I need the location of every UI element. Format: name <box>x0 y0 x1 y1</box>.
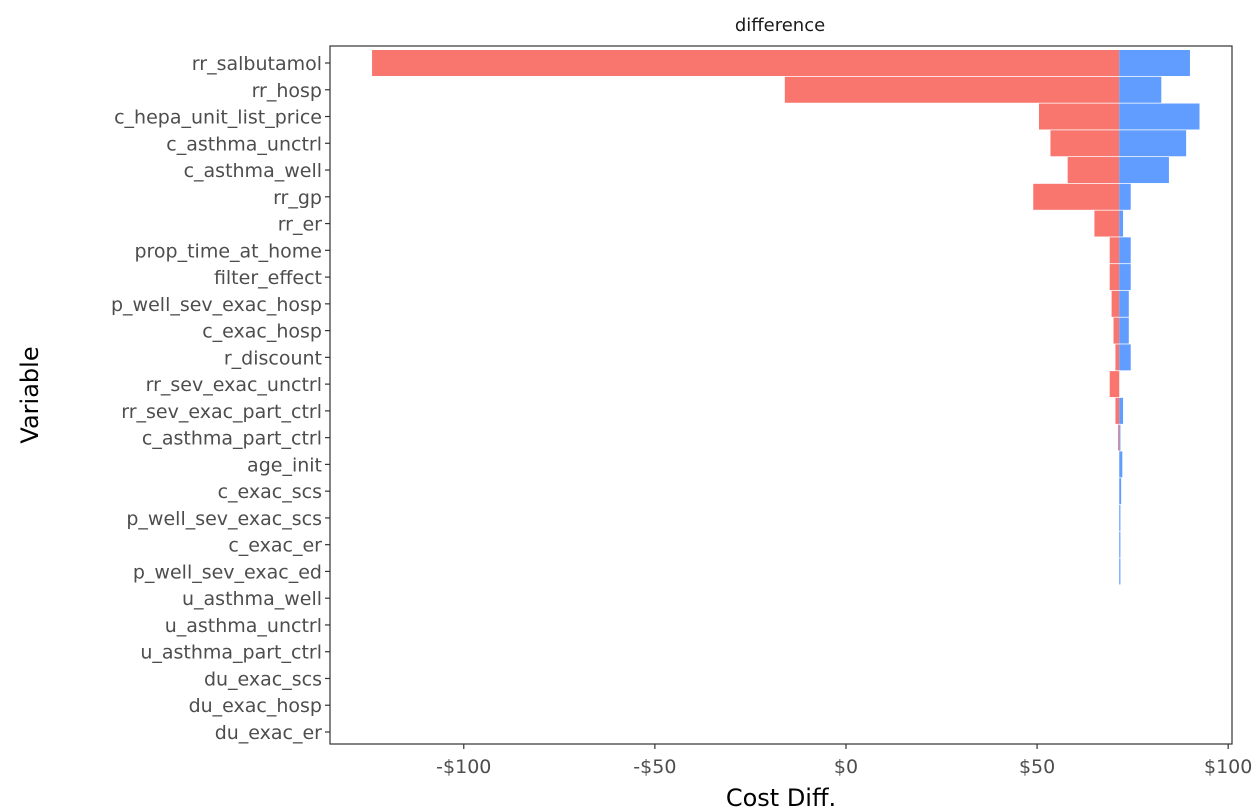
bar-high <box>1119 344 1131 371</box>
y-tick-label: rr_salbutamol <box>192 53 322 75</box>
y-tick-label: u_asthma_unctrl <box>165 615 322 637</box>
y-tick-label: p_well_sev_exac_scs <box>126 508 322 530</box>
bar-high <box>1119 397 1124 424</box>
y-tick-label: rr_er <box>278 214 322 236</box>
bar-high <box>1119 50 1190 76</box>
bar-low <box>1109 371 1120 398</box>
y-tick-label: p_well_sev_exac_hosp <box>111 294 322 316</box>
y-tick-label: c_exac_hosp <box>202 321 322 343</box>
x-tick-label: $100 <box>1204 756 1252 778</box>
bar-high <box>1119 103 1200 130</box>
bar-low <box>1038 103 1120 130</box>
y-tick-label: prop_time_at_home <box>134 240 322 262</box>
bar-low <box>1111 290 1120 317</box>
bar-high <box>1119 183 1131 210</box>
bar-low <box>1115 397 1120 424</box>
panel-border <box>329 45 1233 745</box>
y-tick-label: rr_sev_exac_unctrl <box>146 374 322 396</box>
x-tick-label: -$50 <box>633 756 676 778</box>
bars-layer <box>372 50 1200 585</box>
x-tick-label: $0 <box>834 756 858 778</box>
y-tick-label: c_asthma_part_ctrl <box>142 428 322 450</box>
bar-high <box>1119 76 1162 103</box>
bar-high <box>1119 424 1121 451</box>
y-tick-label: rr_gp <box>273 187 322 209</box>
x-axis-title: Cost Diff. <box>726 784 836 812</box>
y-tick-label: du_exac_er <box>215 722 322 744</box>
y-tick-label: u_asthma_well <box>182 588 322 610</box>
x-tick-label: -$100 <box>436 756 491 778</box>
bar-low <box>1094 210 1120 237</box>
bar-low <box>1033 183 1120 210</box>
y-tick-label: r_discount <box>224 347 322 369</box>
y-tick-label: c_asthma_unctrl <box>166 133 322 155</box>
y-tick-label: c_exac_scs <box>218 481 322 503</box>
bar-low <box>1109 264 1120 291</box>
y-tick-label: c_hepa_unit_list_price <box>114 107 322 129</box>
bar-low <box>784 76 1120 103</box>
y-tick-label: age_init <box>247 454 322 476</box>
bar-low <box>1115 344 1120 371</box>
bar-low <box>1050 130 1120 157</box>
bar-high <box>1119 157 1169 184</box>
y-axis-title: Variable <box>16 346 44 443</box>
y-tick-label: u_asthma_part_ctrl <box>140 642 322 664</box>
bar-high <box>1119 290 1129 317</box>
bar-high <box>1119 531 1121 558</box>
y-tick-label: rr_hosp <box>252 80 322 102</box>
bar-high <box>1119 210 1124 237</box>
y-tick-label: c_asthma_well <box>184 160 322 182</box>
bar-high <box>1119 558 1121 585</box>
bar-low <box>1113 317 1120 344</box>
x-axis: -$100 -$50 $0 $50 $100 <box>436 744 1252 778</box>
bar-high <box>1119 504 1121 531</box>
y-tick-label: p_well_sev_exac_ed <box>133 561 322 583</box>
bar-high <box>1119 478 1122 505</box>
y-tick-label: rr_sev_exac_part_ctrl <box>121 401 322 423</box>
bar-high <box>1119 264 1131 291</box>
bar-low <box>1067 157 1120 184</box>
bar-low <box>1109 237 1120 264</box>
bar-low <box>372 50 1120 76</box>
y-axis: rr_salbutamol rr_hosp c_hepa_unit_list_pri… <box>111 53 330 744</box>
y-tick-label: du_exac_hosp <box>189 695 322 717</box>
facet-title: difference <box>735 15 825 36</box>
bar-high <box>1119 130 1187 157</box>
bar-high <box>1119 237 1131 264</box>
x-tick-label: $50 <box>1019 756 1055 778</box>
y-tick-label: c_exac_er <box>228 535 322 557</box>
bar-high <box>1119 451 1123 478</box>
bar-high <box>1119 317 1129 344</box>
bar-low <box>1118 424 1120 451</box>
y-tick-label: filter_effect <box>214 267 322 289</box>
y-tick-label: du_exac_scs <box>204 668 322 690</box>
